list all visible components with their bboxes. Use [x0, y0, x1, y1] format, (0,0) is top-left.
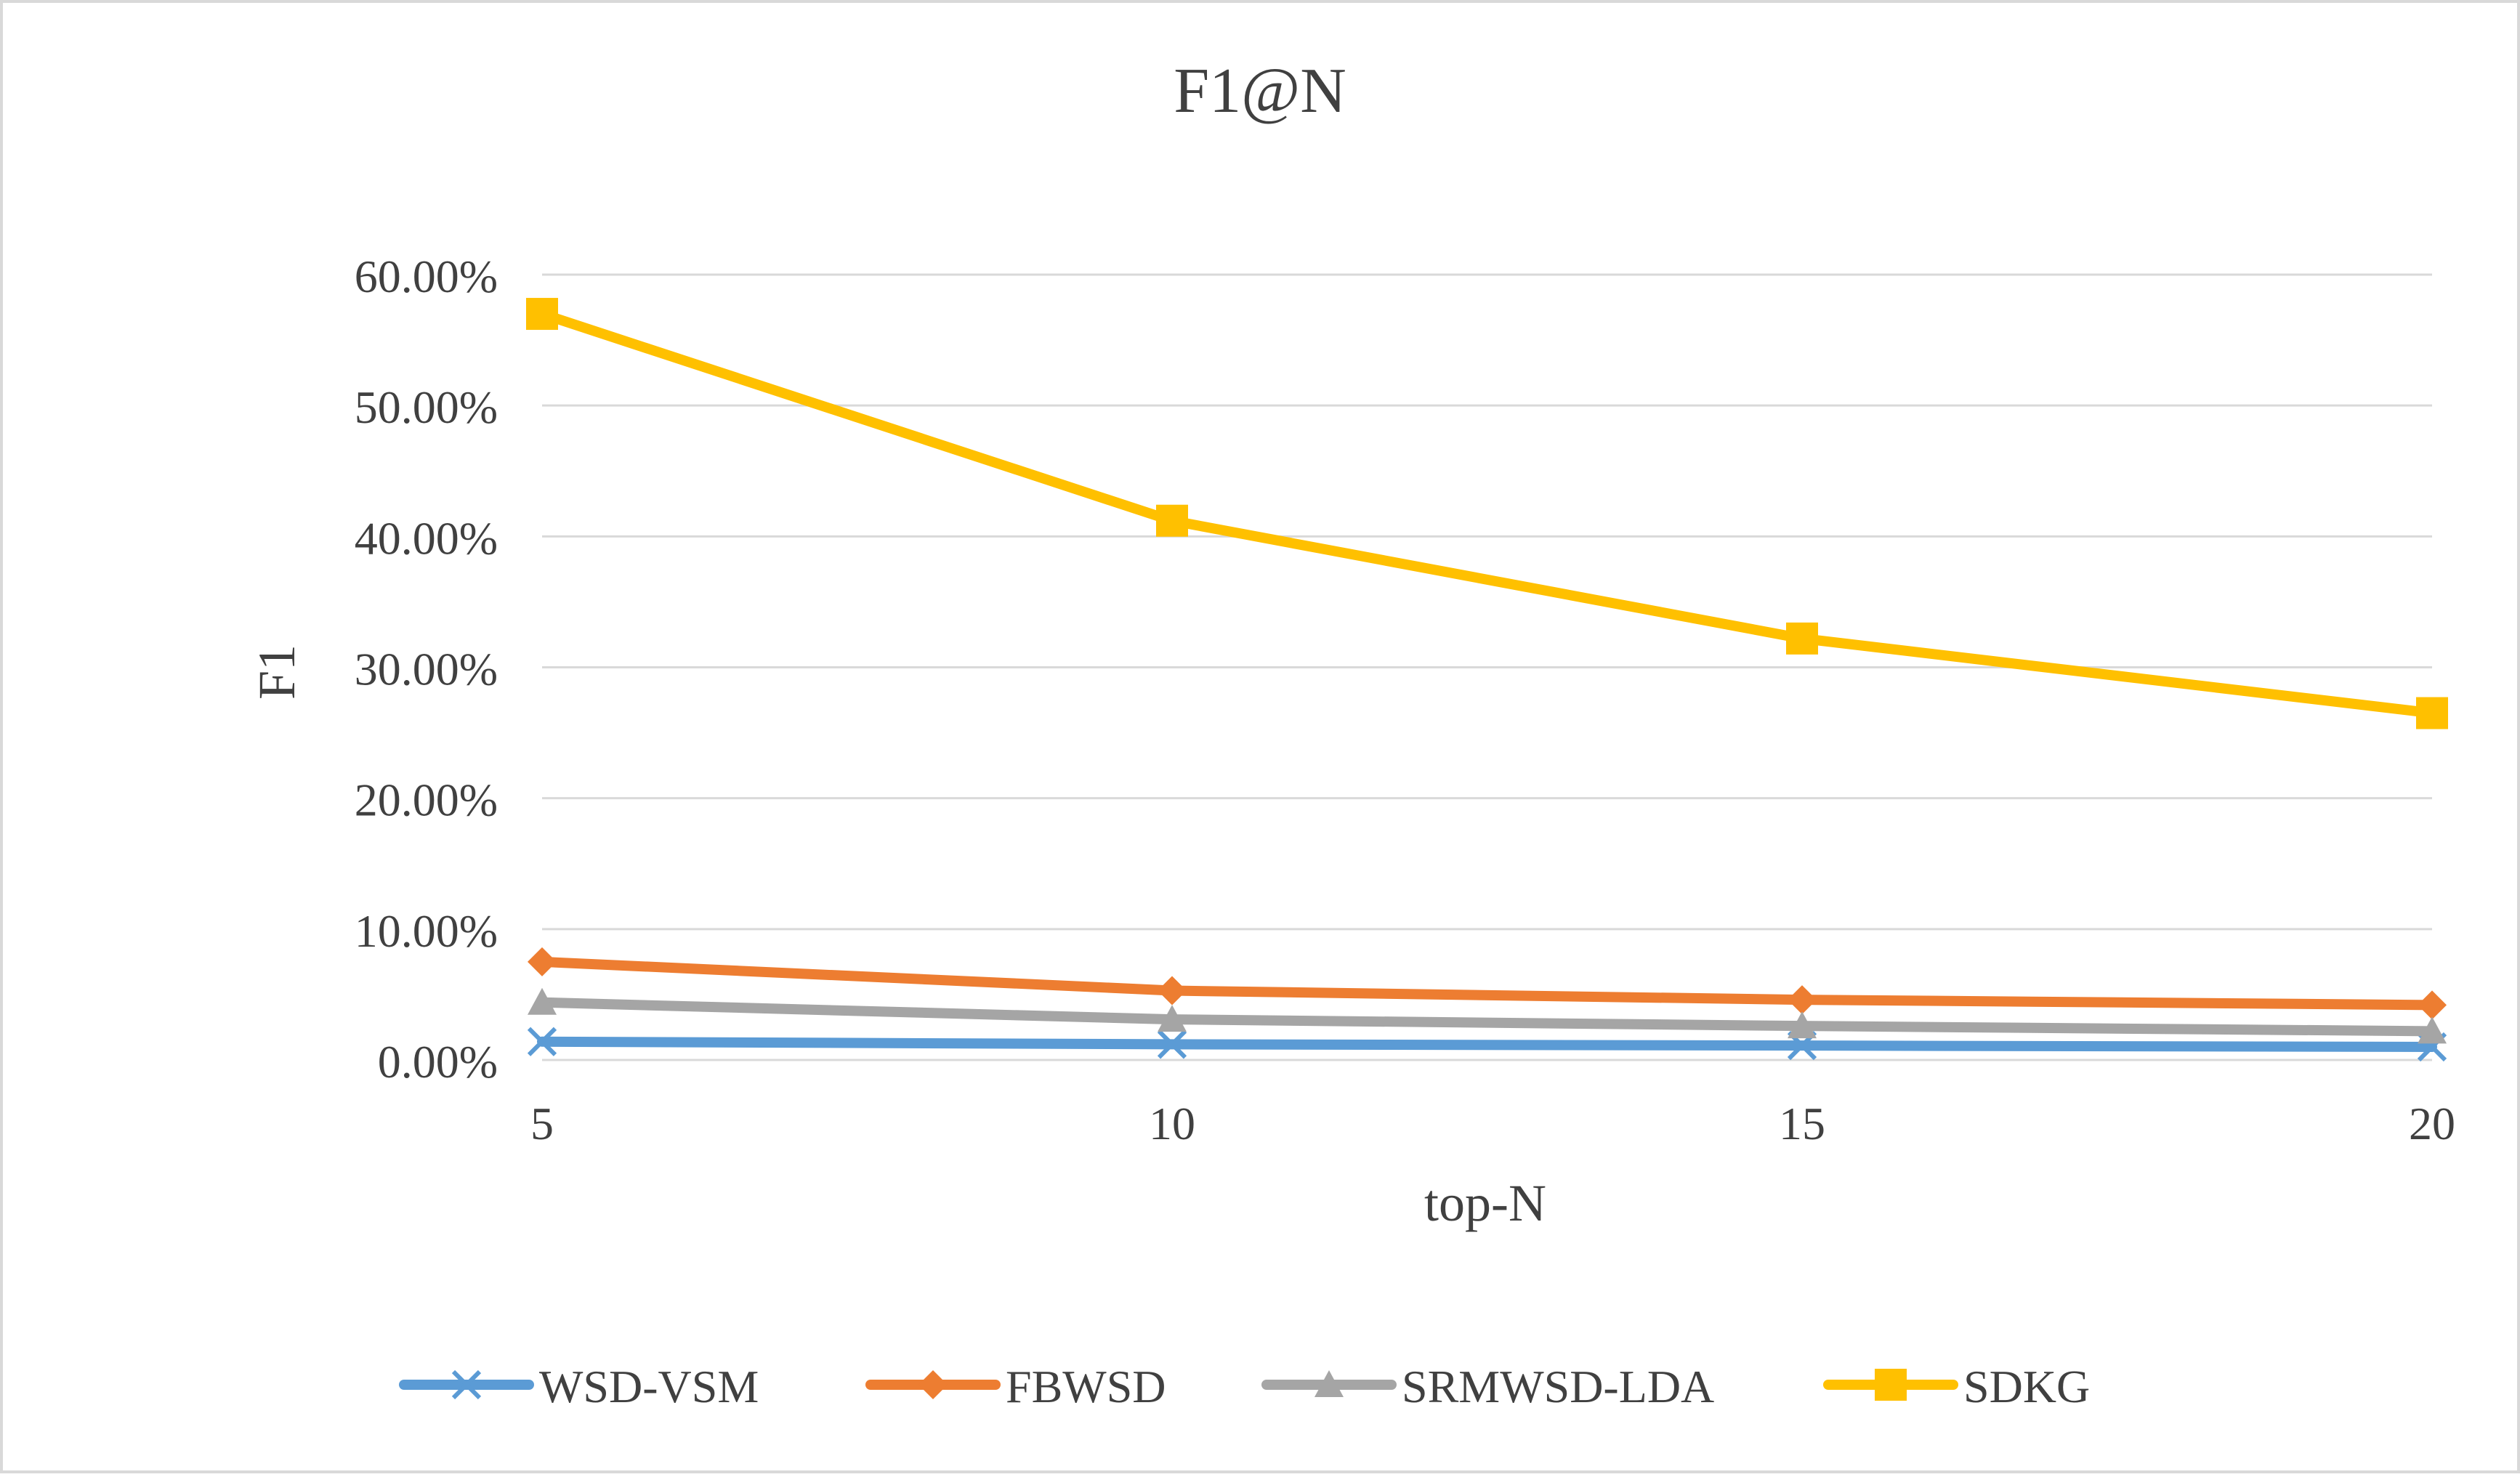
y-tick-label: 60.00% — [355, 251, 498, 302]
y-tick-label: 10.00% — [355, 905, 498, 957]
data-point — [2418, 1016, 2447, 1044]
data-point — [2418, 990, 2447, 1020]
gridlines — [542, 273, 2432, 1061]
y-tick-label: 50.00% — [355, 381, 498, 433]
series-line — [537, 309, 2437, 719]
data-point — [1156, 504, 1188, 537]
data-point — [1788, 1011, 1817, 1039]
x-tick-label: 10 — [1149, 1098, 1195, 1149]
series-line — [537, 956, 2437, 1011]
legend-label: WSD-VSM — [539, 1361, 759, 1412]
x-tick-label: 15 — [1779, 1098, 1825, 1149]
data-point — [528, 947, 557, 976]
chart-title: F1@N — [1174, 56, 1346, 126]
y-tick-label: 40.00% — [355, 512, 498, 564]
legend-marker — [1875, 1369, 1907, 1401]
legend-marker — [918, 1370, 948, 1399]
x-tick-label: 5 — [530, 1098, 554, 1149]
series-group — [526, 298, 2448, 1062]
x-axis-ticks: 5 10 15 20 — [530, 1098, 2455, 1149]
y-tick-label: 20.00% — [355, 774, 498, 826]
legend-marker — [451, 1369, 482, 1400]
legend-label: SDKG — [1963, 1361, 2090, 1412]
series-line — [537, 997, 2437, 1037]
x-tick-label: 20 — [2409, 1098, 2455, 1149]
legend-label: FBWSD — [1006, 1361, 1166, 1412]
y-axis-label: F1 — [248, 644, 306, 700]
legend: WSD-VSM FBWSD SRMWSD-LDA SDKG — [399, 1361, 2090, 1412]
data-point — [2416, 697, 2448, 729]
y-axis-ticks: 0.00% 10.00% 20.00% 30.00% 40.00% 50.00% 60.00… — [355, 251, 498, 1088]
series-line — [537, 1036, 2437, 1052]
data-point — [1788, 985, 1817, 1015]
y-tick-label: 30.00% — [355, 644, 498, 695]
data-point — [1786, 622, 1818, 655]
legend-label: SRMWSD-LDA — [1402, 1361, 1714, 1412]
data-point — [1158, 1005, 1187, 1032]
data-point — [527, 1027, 557, 1056]
data-point — [528, 987, 557, 1015]
data-point — [1157, 1029, 1187, 1059]
data-point — [526, 298, 558, 331]
legend-marker — [1314, 1370, 1344, 1397]
y-tick-label: 0.00% — [378, 1036, 498, 1088]
x-axis-label: top-N — [1424, 1174, 1546, 1232]
data-point — [1158, 976, 1187, 1005]
